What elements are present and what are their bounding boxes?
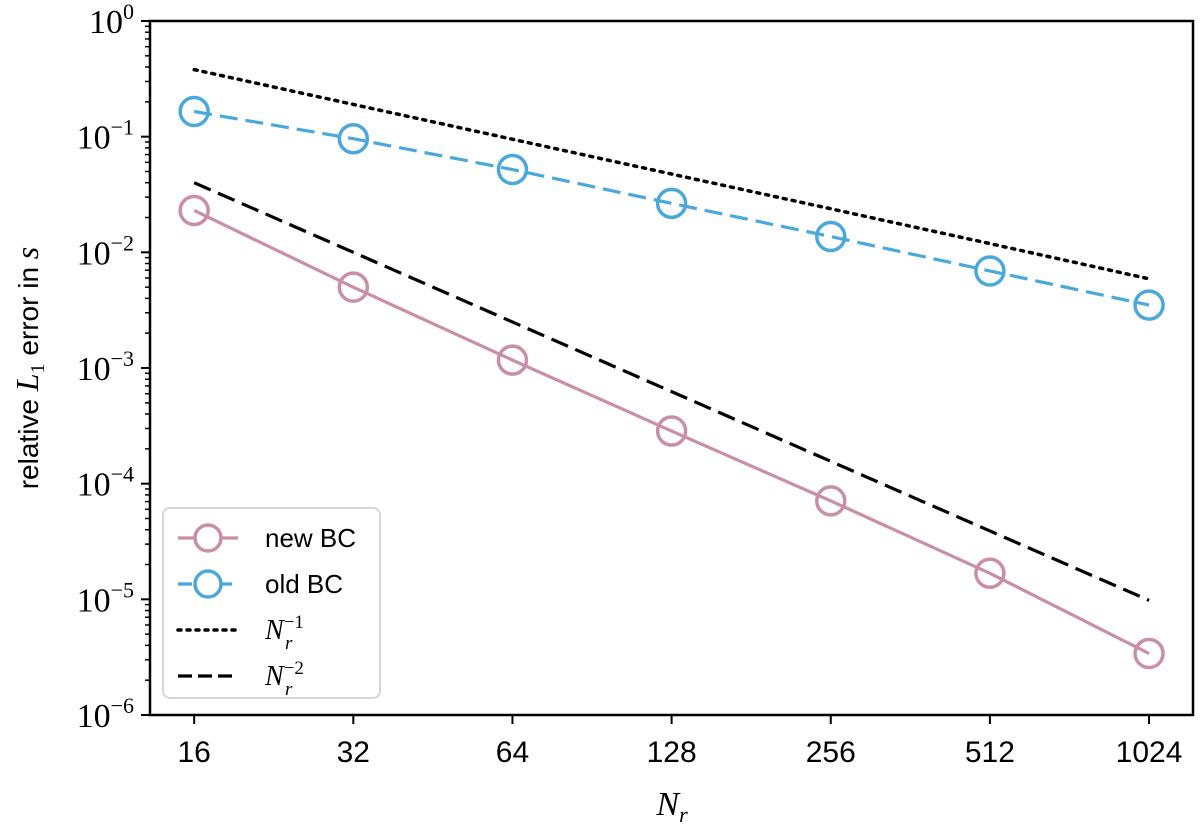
y-tick-label: 100 — [89, 0, 134, 41]
y-tick-label: 10−5 — [77, 577, 134, 619]
legend-label: old BC — [265, 569, 343, 599]
y-tick-label: 10−2 — [77, 230, 134, 272]
y-tick-exponent: −6 — [111, 693, 134, 718]
x-axis-label-sub: r — [679, 802, 688, 827]
y-axis-label: relative L1 error in s — [9, 247, 49, 490]
y-tick-base: 10 — [77, 467, 111, 504]
y-axis-label-sub: 1 — [27, 363, 49, 373]
legend-label-sub: r — [285, 679, 293, 700]
y-tick-label: 10−1 — [77, 115, 134, 157]
legend-label-exp: −2 — [284, 658, 304, 679]
x-tick-label: 512 — [965, 736, 1015, 769]
x-tick-label: 128 — [647, 736, 697, 769]
legend-label-main: N — [264, 661, 285, 692]
x-tick-label: 256 — [806, 736, 856, 769]
series-line — [193, 181, 1150, 602]
y-tick-exponent: −4 — [111, 462, 134, 487]
x-tick-label: 16 — [177, 736, 210, 769]
y-tick-label: 10−6 — [77, 693, 134, 735]
y-tick-exponent: −5 — [111, 577, 134, 602]
legend-label: new BC — [265, 523, 356, 553]
legend-label: N−1 r — [264, 612, 304, 654]
y-axis-label-middle: error in — [13, 259, 44, 363]
legend-label: N−2 r — [264, 658, 304, 700]
series-group — [178, 67, 1165, 670]
y-tick-exponent: −3 — [111, 346, 134, 371]
legend-entry: N−1 r — [176, 612, 304, 654]
y-tick-base: 10 — [77, 120, 111, 157]
y-tick-base: 10 — [77, 582, 111, 619]
legend-label-exp: −1 — [284, 612, 304, 633]
data-point — [1133, 289, 1165, 321]
legend-entry: old BC — [178, 569, 343, 599]
y-tick-base: 10 — [77, 235, 111, 272]
series-power-law-2 — [192, 67, 1151, 281]
y-tick-label: 10−4 — [77, 462, 134, 504]
legend-label-sub: r — [285, 633, 293, 654]
data-point — [337, 271, 370, 303]
legend-marker — [193, 523, 223, 553]
data-point — [178, 194, 210, 227]
legend-box — [162, 507, 381, 699]
data-point — [815, 220, 847, 253]
data-point — [974, 557, 1006, 590]
series-old-bc — [178, 95, 1165, 321]
data-point — [655, 415, 688, 447]
x-axis-label-main: N — [655, 786, 681, 823]
x-axis-label: Nr — [655, 786, 688, 827]
data-point — [496, 153, 529, 186]
series-line — [193, 209, 1150, 655]
series-line — [192, 67, 1151, 281]
data-point — [815, 485, 847, 517]
y-axis-label-target: s — [9, 247, 45, 259]
legend-marker — [193, 569, 223, 599]
data-point — [655, 187, 688, 220]
y-tick-exponent: 0 — [123, 0, 134, 24]
y-tick-base: 10 — [77, 698, 111, 735]
data-point — [178, 95, 210, 128]
series-line — [193, 109, 1150, 307]
legend-entry: new BC — [178, 523, 356, 553]
y-tick-base: 10 — [89, 4, 123, 41]
data-point — [974, 255, 1006, 287]
x-tick-label: 32 — [337, 736, 370, 769]
y-tick-exponent: −2 — [111, 230, 134, 255]
y-tick-label: 10−3 — [77, 346, 134, 388]
x-axis-ticks: 16 32 64 128 256 512 1024 — [177, 715, 1182, 769]
data-point — [337, 122, 370, 155]
y-axis-label-var: L — [9, 373, 45, 392]
series-new-bc — [178, 194, 1165, 670]
data-point — [496, 344, 529, 376]
y-axis-label-prefix: relative — [13, 391, 44, 489]
y-tick-exponent: −1 — [111, 115, 134, 140]
x-tick-label: 64 — [496, 736, 529, 769]
legend-label-main: N — [264, 615, 285, 646]
series-power-law-3 — [193, 181, 1150, 602]
data-point — [1133, 637, 1165, 670]
y-tick-base: 10 — [77, 351, 111, 388]
legend-entry: N−2 r — [178, 658, 304, 700]
x-tick-label: 1024 — [1116, 736, 1183, 769]
